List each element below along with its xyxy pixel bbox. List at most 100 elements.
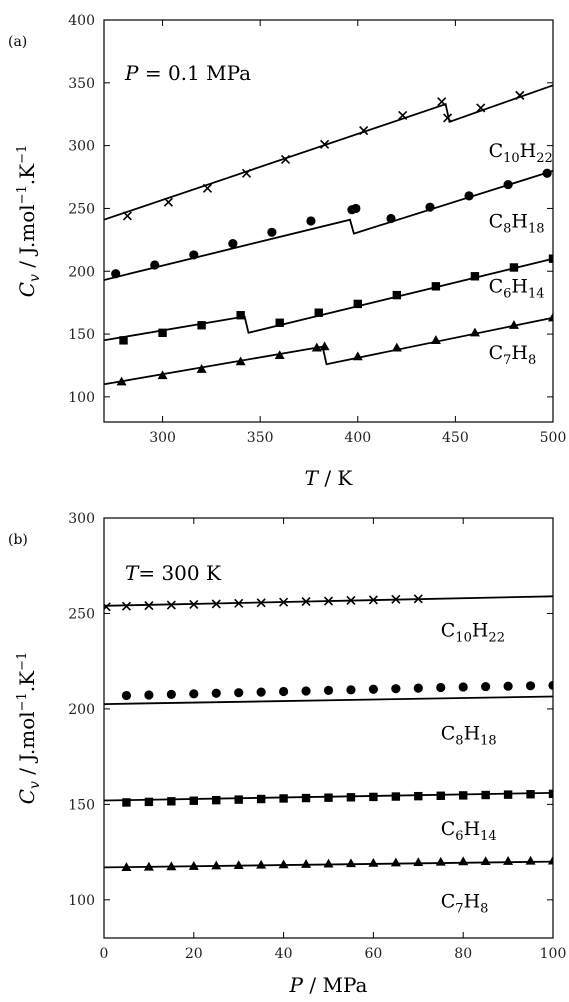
data-point-x: [323, 596, 334, 606]
data-point-triangle: [274, 350, 285, 360]
species-label: C10H22: [441, 619, 505, 645]
data-point-x: [301, 597, 311, 607]
data-point-circle: [391, 684, 401, 694]
data-point-circle: [503, 681, 513, 691]
series-C8H18: [104, 680, 553, 705]
data-point-triangle: [256, 859, 267, 869]
y-tick-label: 200: [68, 264, 95, 280]
data-point-square: [144, 797, 154, 807]
series-C8H18: [104, 168, 553, 281]
data-point-circle: [267, 227, 277, 237]
x-tick-label: 350: [247, 430, 274, 446]
data-point-square: [158, 328, 167, 338]
data-point-triangle: [345, 858, 356, 868]
species-label: C7H8: [441, 890, 489, 916]
data-point-circle: [256, 687, 266, 697]
data-point-x: [515, 90, 525, 100]
data-point-triangle: [121, 862, 132, 871]
data-point-square: [392, 290, 402, 300]
data-point-square: [197, 321, 206, 330]
panel-label: (a): [8, 34, 27, 50]
data-point-x: [122, 211, 132, 221]
panel-a: 300 350 400 450 500 100 150 200 250 300 350 400 (a) P…: [8, 13, 566, 490]
data-point-triangle: [391, 342, 402, 352]
data-point-circle: [542, 168, 552, 178]
data-point-triangle: [323, 858, 334, 868]
data-point-x: [234, 598, 244, 608]
plot-frame: [103, 517, 554, 939]
data-point-square: [346, 793, 356, 802]
data-point-x: [166, 600, 176, 610]
species-label: C8H18: [441, 722, 497, 748]
data-point-triangle: [319, 341, 330, 351]
y-tick-label: 200: [68, 702, 95, 718]
data-point-triangle: [503, 856, 514, 865]
data-point-square: [122, 798, 131, 807]
x-tick-label: 20: [185, 946, 203, 962]
data-point-triangle: [548, 855, 553, 865]
data-point-circle: [346, 685, 356, 695]
y-tick-label: 250: [68, 201, 95, 217]
data-point-triangle: [211, 860, 222, 870]
data-point-x: [346, 595, 356, 606]
data-point-circle: [525, 681, 536, 691]
data-point-triangle: [508, 320, 519, 329]
data-point-triangle: [157, 370, 168, 380]
condition-annotation: T= 300 K: [125, 561, 222, 585]
data-point-circle: [306, 216, 316, 226]
data-point-triangle: [166, 861, 177, 871]
data-point-circle: [368, 684, 378, 694]
x-tick-label: 400: [344, 430, 371, 446]
panel-label: (b): [8, 532, 28, 548]
data-point-circle: [386, 213, 396, 224]
species-label: C6H14: [441, 818, 497, 844]
data-point-triangle: [143, 861, 154, 871]
data-point-circle: [144, 690, 154, 700]
data-point-square: [353, 299, 362, 309]
x-axis-label: P / MPa: [289, 973, 368, 997]
data-point-x: [398, 110, 408, 121]
data-point-square: [436, 791, 445, 800]
data-point-triangle: [116, 376, 127, 386]
data-point-square: [256, 794, 266, 804]
y-axis-label: Cv / J.mol−1.K−1: [15, 145, 43, 298]
data-point-x: [437, 97, 447, 107]
data-point-square: [234, 795, 243, 804]
data-point-x: [413, 594, 423, 604]
panel-b: 0 20 40 60 80 100 100 150 200 250 300 (b) T= 300 K P …: [8, 511, 566, 997]
data-point-square: [548, 789, 553, 799]
data-point-square: [459, 791, 468, 800]
x-tick-label: 300: [149, 430, 176, 446]
data-point-square: [236, 311, 245, 320]
data-point-circle: [150, 260, 160, 270]
data-point-triangle: [413, 857, 424, 866]
data-point-x: [163, 197, 173, 207]
data-point-x: [202, 183, 213, 193]
data-point-triangle: [301, 859, 312, 868]
data-point-square: [470, 272, 480, 281]
x-tick-label: 40: [275, 946, 293, 962]
y-tick-label: 100: [68, 893, 95, 909]
series-C7H8: [104, 855, 553, 871]
data-point-circle: [458, 682, 468, 692]
data-point-triangle: [368, 857, 379, 867]
x-tick-label: 450: [442, 430, 469, 446]
data-point-square: [324, 793, 333, 802]
data-point-square: [503, 790, 513, 799]
model-line: [104, 316, 553, 386]
y-tick-label: 100: [68, 390, 95, 406]
y-tick-label: 400: [68, 13, 95, 29]
data-point-triangle: [196, 364, 207, 373]
x-tick-label: 80: [454, 946, 472, 962]
data-point-triangle: [430, 335, 441, 344]
plot-frame: [103, 19, 554, 423]
data-point-square: [275, 318, 284, 327]
model-line: [104, 695, 553, 705]
data-point-circle: [464, 191, 474, 201]
data-point-circle: [323, 685, 334, 695]
series-C6H14: [104, 254, 553, 345]
data-point-x: [241, 168, 252, 178]
data-point-square: [119, 336, 128, 345]
data-point-circle: [228, 239, 238, 249]
series-C7H8: [104, 312, 553, 386]
